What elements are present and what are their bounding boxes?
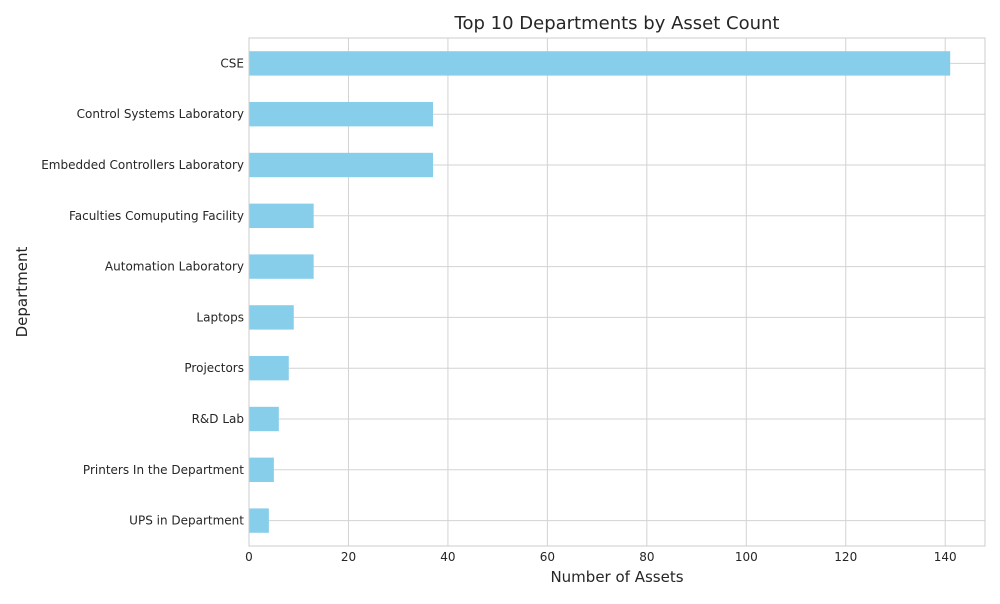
x-axis-label: Number of Assets (550, 568, 683, 586)
plot-frame (248, 37, 986, 547)
y-tick-label: Embedded Controllers Laboratory (41, 158, 244, 172)
x-tick-label: 80 (639, 550, 654, 564)
y-tick-label: Projectors (184, 361, 244, 375)
y-tick-labels: CSE Control Systems Laboratory Embedded Co… (41, 56, 244, 527)
x-tick-label: 140 (934, 550, 957, 564)
x-tick-label: 0 (245, 550, 253, 564)
x-tick-labels: 0 20 40 60 80 100 120 140 (245, 550, 956, 564)
y-tick-label: Laptops (196, 310, 244, 324)
bar (249, 102, 433, 127)
x-tick-label: 120 (834, 550, 857, 564)
bar (249, 152, 433, 178)
y-tick-label: Printers In the Department (83, 463, 244, 477)
bar (249, 203, 314, 228)
y-tick-label: R&D Lab (192, 412, 244, 426)
y-tick-label: Automation Laboratory (105, 260, 244, 274)
y-tick-label: CSE (220, 56, 244, 70)
chart-title: Top 10 Departments by Asset Count (454, 13, 780, 34)
y-tick-label: Faculties Comuputing Facility (69, 209, 244, 223)
bar (249, 508, 269, 533)
bar (249, 356, 289, 381)
bar (249, 406, 279, 432)
y-tick-label: UPS in Department (129, 514, 244, 528)
x-tick-label: 60 (540, 550, 555, 564)
bar (249, 305, 294, 330)
y-tick-label: Control Systems Laboratory (77, 107, 244, 121)
x-tick-label: 100 (735, 550, 758, 564)
y-axis-label: Department (13, 247, 31, 338)
x-tick-label: 20 (341, 550, 356, 564)
bar (249, 254, 314, 279)
bars (249, 51, 951, 533)
x-tick-label: 40 (440, 550, 455, 564)
bar (249, 457, 274, 482)
bar (249, 51, 951, 76)
